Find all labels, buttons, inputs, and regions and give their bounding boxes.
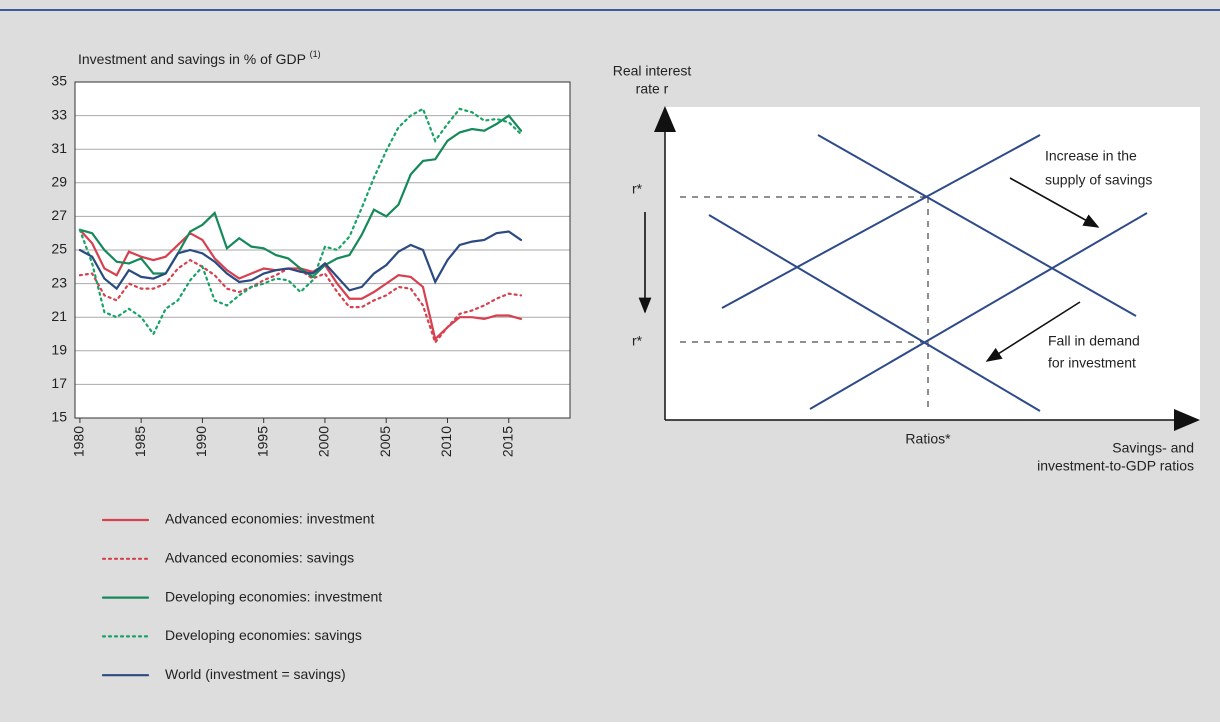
y-axis-label: Real interest xyxy=(613,63,692,79)
y-tick-label: 35 xyxy=(51,73,67,89)
r-star-label: r* xyxy=(632,333,643,349)
x-tick-label: 1990 xyxy=(193,426,209,457)
y-tick-label: 15 xyxy=(51,409,67,425)
x-tick-label: 1980 xyxy=(71,426,87,457)
y-tick-label: 27 xyxy=(51,207,67,223)
y-tick-label: 23 xyxy=(51,274,67,290)
diagram-area xyxy=(665,107,1200,420)
x-tick-label: 1985 xyxy=(132,426,148,457)
investment-curve-shifted xyxy=(708,214,1041,412)
legend-label: Advanced economies: savings xyxy=(165,550,354,566)
investment-curve xyxy=(817,134,1137,317)
chart-title: Investment and savings in % of GDP (1) xyxy=(78,49,321,66)
diagram: Real interest rate r Savings- and invest… xyxy=(613,63,1200,474)
legend-label: World (investment = savings) xyxy=(165,666,346,682)
legend-label: Advanced economies: investment xyxy=(165,511,374,527)
x-tick-label: 2015 xyxy=(499,426,515,457)
annotation: for investment xyxy=(1048,355,1136,371)
y-tick-label: 29 xyxy=(51,174,67,190)
x-axis-label: investment-to-GDP ratios xyxy=(1037,458,1194,474)
legend-label: Developing economies: investment xyxy=(165,588,382,604)
ratios-label: Ratios* xyxy=(905,431,951,447)
y-axis-label: rate r xyxy=(636,81,669,97)
plot-border xyxy=(74,81,571,419)
line-series xyxy=(78,107,523,337)
y-tick-label: 25 xyxy=(51,241,67,257)
savings-curve xyxy=(721,134,1041,309)
annotation: Increase in the xyxy=(1045,148,1137,164)
line-chart: 15 17 19 21 23 25 27 29 31 33 35 1980 1985 1990 1995 20… xyxy=(51,73,571,682)
x-tick-label: 2005 xyxy=(377,426,393,457)
x-tick-label: 2000 xyxy=(316,426,332,457)
legend-label: Developing economies: savings xyxy=(165,627,362,643)
demand-arrow xyxy=(985,301,1081,362)
savings-curve-shifted xyxy=(809,212,1148,410)
x-axis-label: Savings- and xyxy=(1112,440,1194,456)
annotation: Fall in demand xyxy=(1048,333,1140,349)
x-tick-label: 1995 xyxy=(254,426,270,457)
y-tick-label: 31 xyxy=(51,140,67,156)
annotation: supply of savings xyxy=(1045,172,1152,188)
r-star-label: r* xyxy=(632,181,643,197)
y-tick-label: 19 xyxy=(51,342,67,358)
line-series xyxy=(78,230,523,292)
y-tick-label: 17 xyxy=(51,375,67,391)
y-tick-label: 33 xyxy=(51,106,67,122)
supply-arrow xyxy=(1009,177,1100,228)
line-series xyxy=(78,258,523,345)
x-tick-label: 2010 xyxy=(438,426,454,457)
y-arrowhead xyxy=(654,106,676,132)
line-series xyxy=(78,114,523,279)
x-arrowhead xyxy=(1174,409,1200,431)
y-tick-label: 21 xyxy=(51,308,67,324)
